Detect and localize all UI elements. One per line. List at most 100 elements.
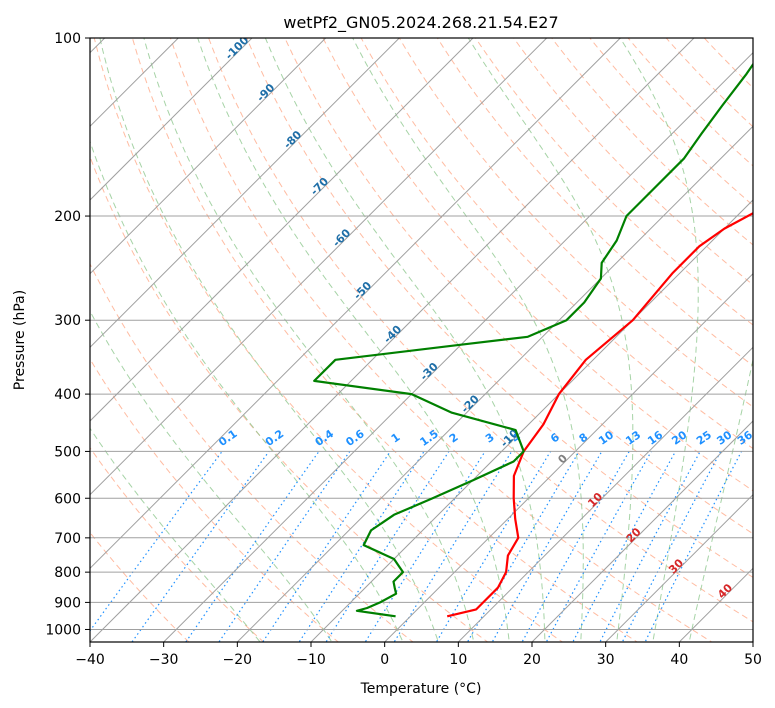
mixing-ratio-line xyxy=(393,451,513,642)
y-tick-label: 300 xyxy=(54,313,81,329)
x-tick-label: 20 xyxy=(523,652,541,668)
dry-adiabat xyxy=(284,38,753,535)
dry-adiabat xyxy=(551,38,753,246)
isotherm-line xyxy=(90,38,695,642)
isotherm-label: -70 xyxy=(308,175,331,198)
isotherms xyxy=(90,38,753,642)
x-axis-label: Temperature (°C) xyxy=(360,681,482,697)
mixing-ratio-line xyxy=(435,451,552,642)
x-axis: −40 −30 −20 −10 0 10 20 30 40 50 xyxy=(75,642,762,668)
y-tick-label: 700 xyxy=(54,531,81,547)
mixing-ratio-line xyxy=(466,451,580,642)
isotherm-label: -80 xyxy=(281,128,304,151)
mixing-ratio-line xyxy=(545,451,652,642)
moist-adiabat xyxy=(143,38,475,642)
isotherm-line xyxy=(752,641,753,642)
mixing-ratio-line xyxy=(599,451,701,642)
chart-title: wetPf2_GN05.2024.268.21.54.E27 xyxy=(283,13,558,33)
isotherm-line xyxy=(236,125,753,642)
dry-adiabat xyxy=(589,38,753,206)
dry-adiabat xyxy=(322,38,753,492)
dry-adiabat xyxy=(131,38,639,642)
mixing-ratio-label: 10 xyxy=(596,428,616,448)
moist-adiabat xyxy=(99,38,439,642)
isotherm-line xyxy=(90,38,474,422)
y-tick-label: 200 xyxy=(54,209,81,225)
x-tick-label: −10 xyxy=(296,652,326,668)
isotherm-label: 40 xyxy=(715,581,735,601)
dry-adiabat xyxy=(90,155,489,642)
mixing-ratio-label: 0.2 xyxy=(263,427,286,449)
isotherm-line xyxy=(384,272,753,642)
mixing-ratio-label: 2 xyxy=(447,431,461,446)
dry-adiabat xyxy=(90,446,265,642)
mixing-ratio-line xyxy=(364,451,486,642)
mixing-ratio-label: 0.4 xyxy=(313,427,337,449)
isotherm-label: 20 xyxy=(624,525,644,545)
isotherm-line xyxy=(90,38,327,275)
x-tick-label: 10 xyxy=(449,652,467,668)
moist-adiabat xyxy=(90,310,333,642)
dry-adiabat xyxy=(169,38,713,642)
mixing-ratio-line xyxy=(90,451,223,632)
dry-adiabat xyxy=(93,38,564,642)
mixing-ratio-label: 13 xyxy=(623,428,643,447)
mixing-ratio-label: 36 xyxy=(735,428,755,448)
dry-adiabat xyxy=(208,38,753,623)
mixing-ratio-line xyxy=(218,451,351,642)
moist-adiabats xyxy=(90,38,753,642)
dry-adiabats xyxy=(90,38,753,642)
profile-series xyxy=(313,62,753,618)
mixing-ratio-label: 0.6 xyxy=(343,427,367,449)
x-tick-label: −30 xyxy=(149,652,179,668)
x-tick-label: 40 xyxy=(670,652,688,668)
isotherm-line xyxy=(310,199,753,642)
mixing-ratio-label: 20 xyxy=(669,428,689,448)
x-tick-label: −40 xyxy=(75,652,105,668)
isotherm-line xyxy=(163,51,753,642)
isobars xyxy=(90,38,753,630)
dry-adiabat xyxy=(90,262,414,642)
dry-adiabat xyxy=(90,531,190,642)
isotherm-line xyxy=(605,493,753,642)
isotherm-line xyxy=(457,346,753,642)
dry-adiabat xyxy=(436,38,753,367)
isotherm-line xyxy=(531,420,753,642)
isotherm-label: 30 xyxy=(666,556,686,576)
isotherm-label: -50 xyxy=(351,279,374,302)
y-tick-label: 600 xyxy=(54,491,81,507)
isotherm-label: 10 xyxy=(585,490,605,510)
mixing-ratio-line xyxy=(572,451,677,642)
isotherm-line xyxy=(90,38,400,349)
dry-adiabat xyxy=(665,38,753,128)
dry-adiabat xyxy=(627,38,753,167)
plot-frame xyxy=(89,37,754,643)
dry-adiabat xyxy=(513,38,753,286)
dry-adiabat xyxy=(360,38,753,450)
y-tick-label: 400 xyxy=(54,387,81,403)
moist-adiabat xyxy=(90,427,261,642)
dry-adiabat xyxy=(246,38,753,578)
mixing-ratio-line xyxy=(621,451,722,642)
isotherm-label: -60 xyxy=(330,226,353,249)
plot-area: 0.1 0.2 0.4 0.6 1 1.5 2 3 4 6 8 10 13 16 20 25 30 36 -100… xyxy=(90,38,755,642)
isotherm-line xyxy=(678,567,753,642)
y-axis-label: Pressure (hPa) xyxy=(12,290,28,390)
moist-adiabat xyxy=(352,38,584,642)
x-tick-label: 50 xyxy=(744,652,762,668)
dry-adiabat xyxy=(90,358,340,642)
mixing-ratio-line xyxy=(298,451,425,642)
x-tick-label: −20 xyxy=(223,652,253,668)
mixing-ratio-line xyxy=(521,451,630,642)
mixing-ratio-line xyxy=(325,451,450,642)
mixing-ratio-line xyxy=(491,451,603,642)
mixing-ratio-label: 30 xyxy=(714,428,734,448)
moist-adiabat xyxy=(467,38,634,642)
moist-adiabat xyxy=(264,38,546,642)
y-tick-label: 1000 xyxy=(45,622,81,638)
x-tick-label: 0 xyxy=(380,652,389,668)
temperature-line xyxy=(446,211,753,618)
isotherm-line xyxy=(90,38,621,570)
mixing-ratio-line xyxy=(185,451,320,642)
